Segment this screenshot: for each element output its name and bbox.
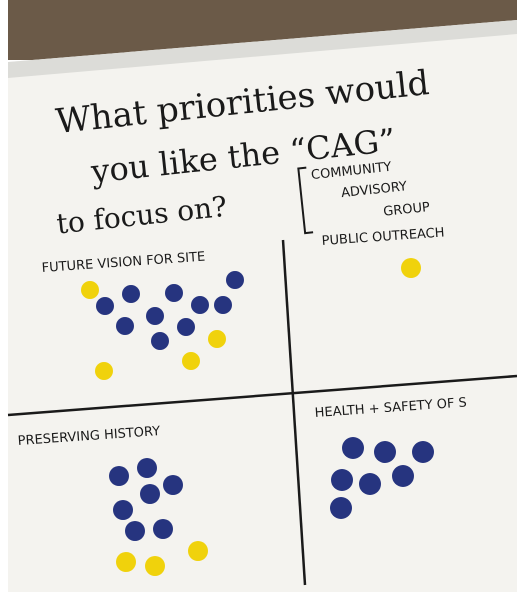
- dot: [140, 484, 160, 504]
- dot: [226, 271, 244, 289]
- dot: [116, 552, 136, 572]
- dot: [116, 317, 134, 335]
- dot: [153, 519, 173, 539]
- dot: [188, 541, 208, 561]
- dot: [342, 437, 364, 459]
- dot: [191, 296, 209, 314]
- page: What priorities would you like the “CAG”…: [0, 0, 517, 592]
- photo: What priorities would you like the “CAG”…: [0, 0, 517, 592]
- dot: [113, 500, 133, 520]
- dot: [208, 330, 226, 348]
- dot: [137, 458, 157, 478]
- dot: [163, 475, 183, 495]
- dot: [146, 307, 164, 325]
- dot: [96, 297, 114, 315]
- dot: [122, 285, 140, 303]
- dot: [214, 296, 232, 314]
- dot: [177, 318, 195, 336]
- dot: [95, 362, 113, 380]
- dot: [412, 441, 434, 463]
- dot: [182, 352, 200, 370]
- dot: [330, 497, 352, 519]
- dot: [359, 473, 381, 495]
- dot: [331, 469, 353, 491]
- dot: [125, 521, 145, 541]
- dot: [145, 556, 165, 576]
- dot: [165, 284, 183, 302]
- dot: [109, 466, 129, 486]
- dot: [374, 441, 396, 463]
- dot: [401, 258, 421, 278]
- dot: [392, 465, 414, 487]
- dot: [81, 281, 99, 299]
- dot: [151, 332, 169, 350]
